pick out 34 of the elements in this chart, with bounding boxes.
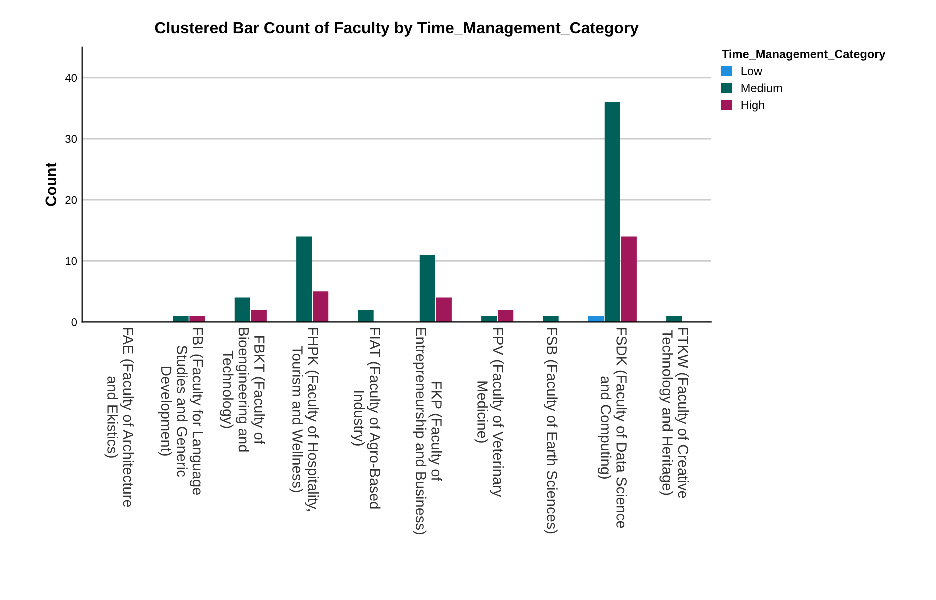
bar xyxy=(604,102,621,322)
bar xyxy=(234,298,251,322)
x-tick-label: FAE (Faculty of Architecture and Ekistics) xyxy=(104,328,134,508)
x-tick-label: FBKT (Faculty of Bioengineering and Technology) xyxy=(220,328,266,452)
x-tick-label: FKP (Faculty of Entrepreneurship and Business) xyxy=(413,328,442,534)
chart-title: Clustered Bar Count of Faculty by Time_Management_Category xyxy=(155,22,639,37)
x-tick-label: FTKW (Faculty of Creative Technology and Heritage) xyxy=(660,328,690,498)
bar xyxy=(498,310,514,322)
bar xyxy=(190,316,206,322)
x-tick-label: FIAT (Faculty of Agro-Based Industry) xyxy=(351,328,381,509)
y-tick-label: 0 xyxy=(72,318,78,326)
legend-title: Time_Management_Category xyxy=(722,50,886,61)
legend-label: High xyxy=(742,100,764,112)
x-tick-label: FBI (Faculty for Language Studies and Generic Development) xyxy=(158,328,204,496)
bar xyxy=(313,292,329,322)
bar xyxy=(543,316,559,322)
bar xyxy=(173,316,189,322)
y-tick-label: 30 xyxy=(66,135,78,144)
legend-label: Low xyxy=(742,67,763,76)
x-tick-label: FSDK (Faculty of Data Science and Computing) xyxy=(598,328,628,528)
y-tick-label: 40 xyxy=(65,74,78,82)
y-axis-title: Count xyxy=(46,162,57,206)
bar xyxy=(251,310,267,322)
bar xyxy=(621,236,637,322)
y-tick-label: 10 xyxy=(66,257,78,266)
y-tick-label: 20 xyxy=(66,196,78,204)
bar xyxy=(436,298,452,322)
x-tick-label: FPV (Faculty of Veterinary Medicine) xyxy=(474,328,504,498)
bar xyxy=(358,310,374,322)
x-tick-label: FSB (Faculty of Earth Sciences) xyxy=(544,328,558,534)
legend-label: Medium xyxy=(742,84,782,92)
bar xyxy=(296,236,312,322)
bar xyxy=(420,255,436,322)
x-tick-label: FHPK (Faculty of Hospitality, Tourism and Wellness) xyxy=(290,328,320,512)
